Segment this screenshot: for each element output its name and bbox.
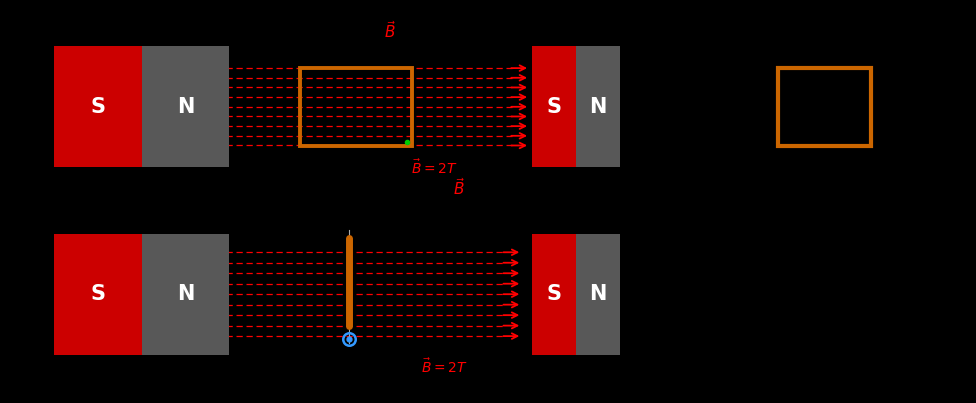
Bar [576, 234, 620, 355]
Text: N: N [590, 97, 606, 117]
Bar [301, 67, 413, 146]
Bar [54, 46, 142, 167]
Text: N: N [590, 284, 606, 304]
Text: $\vec{B} = 2T$: $\vec{B} = 2T$ [421, 357, 468, 376]
Bar [54, 234, 142, 355]
Bar [779, 67, 871, 146]
Text: S: S [90, 284, 105, 304]
Bar [532, 234, 576, 355]
Bar [142, 46, 229, 167]
Text: S: S [547, 97, 561, 117]
Text: S: S [547, 284, 561, 304]
Text: S: S [90, 97, 105, 117]
Bar [142, 234, 229, 355]
Text: $\vec{B} = 2T$: $\vec{B} = 2T$ [411, 158, 458, 177]
Bar [532, 46, 576, 167]
Text: N: N [177, 284, 194, 304]
Bar [576, 46, 620, 167]
Text: $\vec{B}$: $\vec{B}$ [453, 177, 465, 198]
Text: N: N [177, 97, 194, 117]
Text: $\vec{B}$: $\vec{B}$ [385, 20, 396, 41]
